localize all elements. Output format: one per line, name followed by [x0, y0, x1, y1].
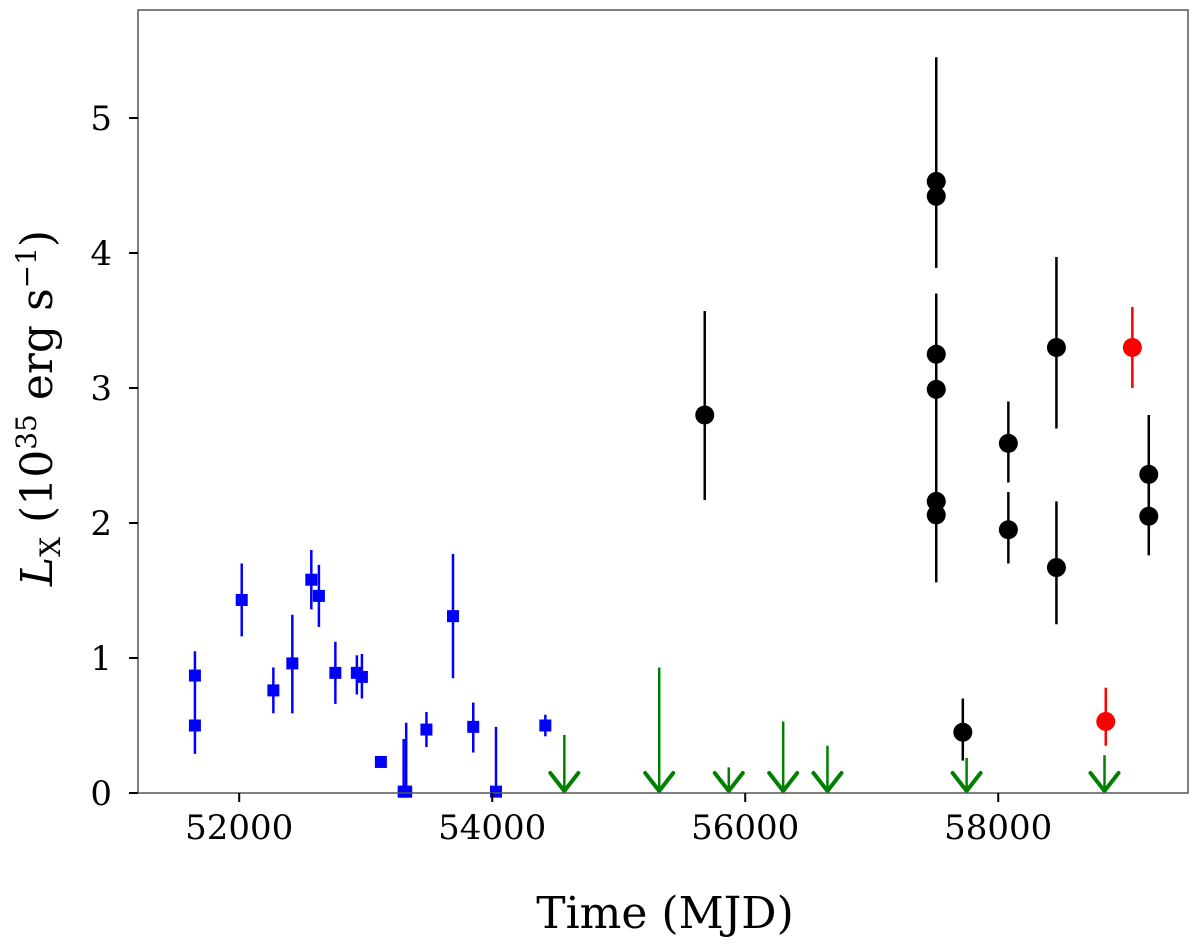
series-red-circles: [1096, 307, 1142, 746]
data-point-square: [235, 593, 248, 606]
y-tick-label: 2: [90, 504, 112, 544]
data-point-circle: [1046, 558, 1066, 578]
data-point-circle: [926, 505, 946, 525]
y-axis-label-exponent-2: −1: [10, 247, 43, 288]
data-point-circle: [1122, 338, 1142, 357]
data-point-square: [188, 669, 201, 682]
y-axis-label-symbol: L: [12, 557, 63, 587]
y-axis-ticks: 0 1 2 3 4 5: [90, 99, 138, 814]
y-axis-label-unit-mid: erg s: [12, 288, 63, 414]
x-tick-label: 54000: [438, 808, 546, 848]
upper-limit-arrowhead: [950, 771, 983, 793]
data-point-circle: [1096, 711, 1116, 731]
series-blue-squares: [188, 550, 552, 798]
upper-limit-arrowhead: [811, 771, 844, 793]
data-point-circle: [695, 405, 715, 425]
data-point-circle: [953, 722, 973, 742]
y-axis-label: LX (1035 erg s−1): [10, 230, 67, 587]
data-point-square: [539, 719, 552, 732]
y-tick-label: 5: [90, 99, 112, 139]
series-black-circles: [695, 57, 1159, 761]
x-tick-label: 56000: [691, 808, 799, 848]
y-axis-label-exponent: 35: [10, 414, 43, 450]
y-tick-label: 3: [90, 369, 112, 409]
data-point-square: [188, 719, 201, 732]
x-tick-label: 52000: [185, 808, 293, 848]
data-point-square: [420, 723, 433, 736]
upper-limit-arrowhead: [712, 771, 745, 793]
y-axis-label-subscript: X: [34, 537, 67, 557]
data-point-square: [312, 589, 325, 602]
data-point-circle: [1046, 338, 1066, 357]
data-point-square: [329, 666, 342, 679]
y-tick-label: 4: [90, 234, 112, 274]
data-point-square: [305, 573, 318, 586]
data-point-square: [286, 657, 299, 670]
series-upper-limits: [548, 667, 1121, 793]
data-point-circle: [1139, 506, 1159, 526]
data-point-square: [400, 785, 413, 798]
upper-limit-arrowhead: [643, 771, 676, 793]
data-point-square: [267, 684, 280, 697]
upper-limit-arrowhead: [1088, 771, 1121, 793]
data-point-circle: [998, 433, 1018, 453]
x-axis-ticks: 52000 54000 56000 58000: [185, 793, 1052, 848]
data-point-square: [467, 720, 480, 733]
data-point-circle: [926, 379, 946, 399]
upper-limit-arrowhead: [548, 771, 581, 793]
y-axis-label-unit-suffix: ): [12, 230, 63, 247]
upper-limit-arrowhead: [767, 771, 800, 793]
y-axis-label-unit-prefix: (10: [12, 450, 63, 523]
y-tick-label: 1: [90, 639, 112, 679]
data-point-square: [355, 670, 368, 683]
data-point-circle: [926, 186, 946, 206]
chart-marks: [188, 57, 1159, 798]
x-axis-label: Time (MJD): [536, 888, 793, 939]
data-point-square: [374, 755, 387, 768]
y-tick-label: 0: [90, 774, 112, 814]
data-point-circle: [998, 520, 1018, 540]
x-tick-label: 58000: [944, 808, 1052, 848]
data-point-square: [447, 610, 459, 623]
plot-frame: [137, 9, 1189, 794]
